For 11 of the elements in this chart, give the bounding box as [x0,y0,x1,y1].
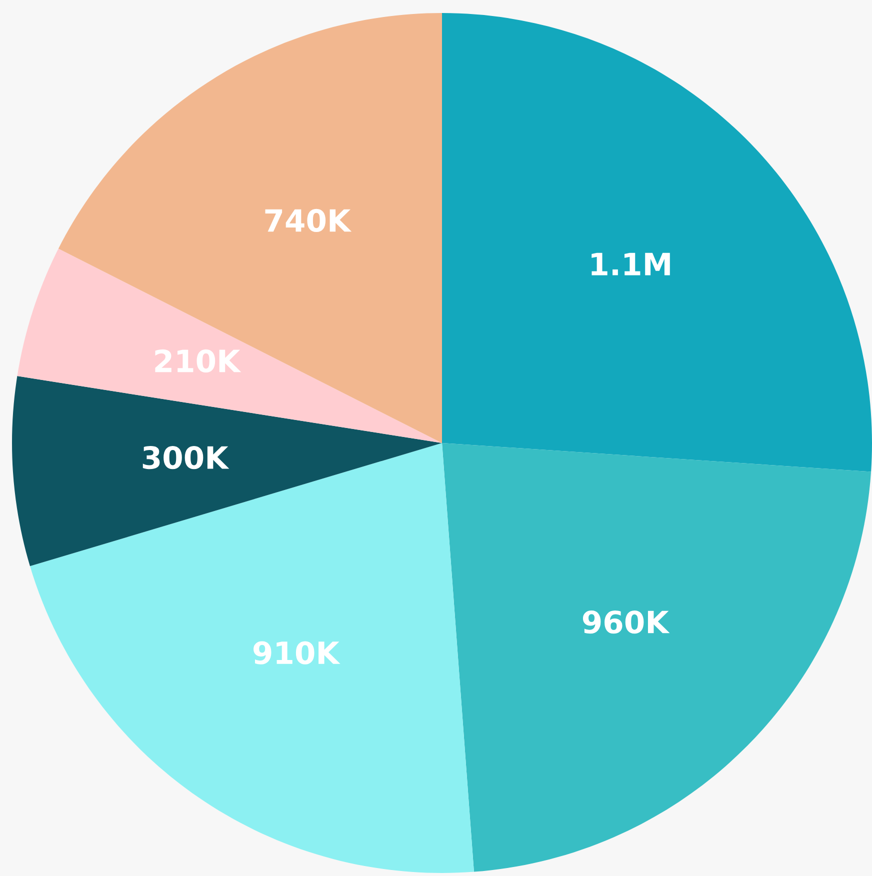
pie-slice [442,13,872,472]
data-label: 1.1M [592,252,670,276]
pie-slice [17,248,442,443]
pie-slice [58,13,442,443]
data-label: 740K [265,208,352,232]
data-label: 910K [254,641,340,664]
pie-slice [442,443,872,872]
pie-slice [30,443,474,873]
data-label: 300K [142,446,230,470]
data-label: 960K [582,610,670,634]
pie-slice [12,376,442,566]
